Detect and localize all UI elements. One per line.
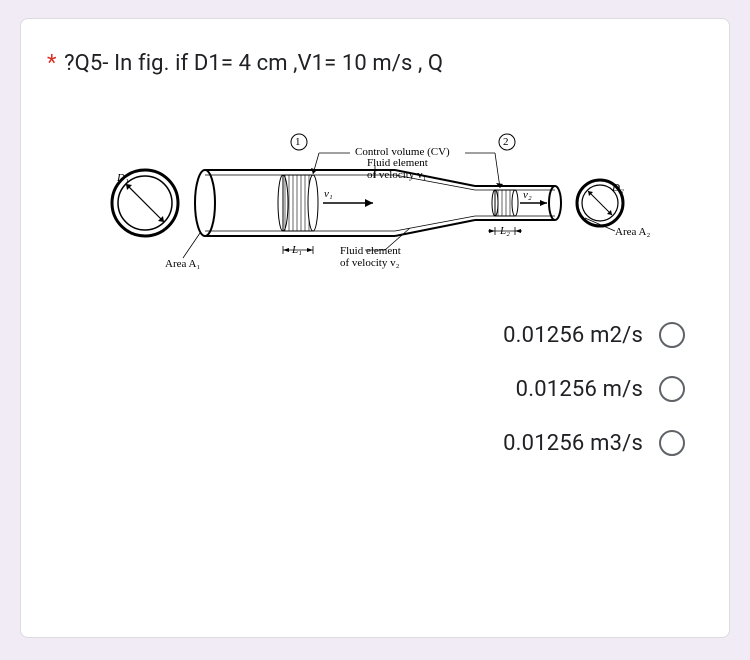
required-asterisk: * <box>47 51 57 76</box>
fig-node2: 2 <box>503 136 509 148</box>
fig-area-a1: Area A₁ <box>165 258 200 270</box>
continuity-figure: 1 2 Control volume (CV) Fluid elementof … <box>75 98 675 278</box>
option-label: 0.01256 m2/s <box>503 323 643 348</box>
option-row[interactable]: 0.01256 m3/s <box>47 416 703 470</box>
radio-icon[interactable] <box>659 376 685 402</box>
question-title: * ?Q5- In fig. if D1= 4 cm ,V1= 10 m/s ,… <box>47 47 703 80</box>
fig-v2: v₂ <box>523 189 532 201</box>
option-row[interactable]: 0.01256 m/s <box>47 362 703 416</box>
fig-D2: D₂ <box>612 182 624 194</box>
fig-L1: L₁ <box>292 244 302 256</box>
question-text: ?Q5- In fig. if D1= 4 cm ,V1= 10 m/s , Q <box>64 51 443 76</box>
fig-node1: 1 <box>295 136 301 148</box>
fig-area-a2: Area A₂ <box>615 226 650 238</box>
answer-options: 0.01256 m2/s 0.01256 m/s 0.01256 m3/s <box>47 308 703 470</box>
fig-v1: v₁ <box>324 188 333 200</box>
fig-L2: L₂ <box>500 225 510 237</box>
question-card: * ?Q5- In fig. if D1= 4 cm ,V1= 10 m/s ,… <box>20 18 730 638</box>
option-label: 0.01256 m3/s <box>503 431 643 456</box>
fig-D1: D₁ <box>117 172 129 184</box>
radio-icon[interactable] <box>659 322 685 348</box>
option-label: 0.01256 m/s <box>516 377 643 402</box>
option-row[interactable]: 0.01256 m2/s <box>47 308 703 362</box>
fig-fluid-v2: Fluid elementof velocity v₂ <box>340 246 401 269</box>
fig-fluid-v1: Fluid elementof velocity v₁ <box>367 158 428 181</box>
radio-icon[interactable] <box>659 430 685 456</box>
